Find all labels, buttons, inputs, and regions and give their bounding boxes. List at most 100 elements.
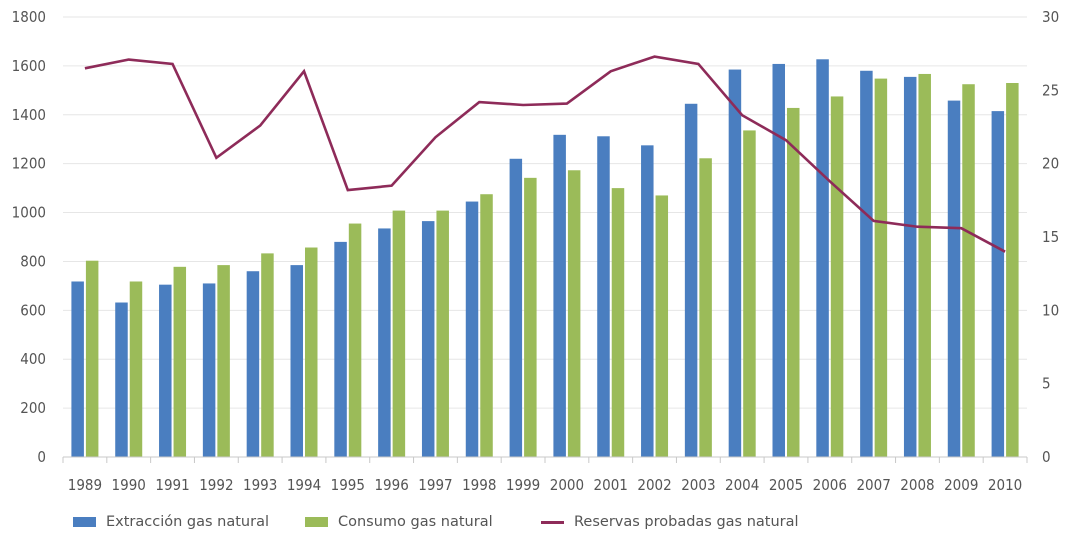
bar-extraccion: [684, 103, 698, 458]
y-left-tick-label: 0: [37, 448, 46, 466]
bar-extraccion: [378, 228, 391, 457]
x-tick-label: 1992: [199, 476, 233, 494]
bar-consumo: [524, 177, 537, 457]
bar-consumo: [918, 73, 931, 457]
x-tick-label: 1995: [331, 476, 365, 494]
y-right-tick-label: 10: [1042, 301, 1059, 319]
bar-extraccion: [159, 284, 172, 457]
x-tick-label: 1991: [155, 476, 189, 494]
bar-consumo: [830, 96, 844, 457]
x-tick-label: 1989: [68, 476, 102, 494]
x-tick-label: 1994: [287, 476, 321, 494]
bar-consumo: [874, 78, 888, 457]
x-tick-label: 1998: [462, 476, 496, 494]
y-left-tick-label: 1200: [12, 155, 46, 173]
bar-extraccion: [947, 100, 961, 457]
bar-consumo: [699, 158, 712, 458]
legend-swatch-reservas: [541, 520, 564, 524]
bar-extraccion: [115, 302, 128, 457]
bars: [71, 59, 1019, 458]
y-right-tick-label: 20: [1042, 155, 1059, 173]
x-tick-label: 2006: [813, 476, 847, 494]
legend-label-reservas: Reservas probadas gas natural: [574, 514, 799, 530]
bar-extraccion: [728, 69, 742, 458]
y-left-tick-label: 200: [20, 399, 46, 417]
bar-consumo: [85, 260, 99, 457]
legend-swatch-consumo: [305, 517, 328, 527]
x-tick-label: 2007: [856, 476, 890, 494]
y-left-tick-label: 400: [20, 350, 46, 368]
y-left-tick-label: 1400: [12, 106, 46, 124]
x-tick-label: 1993: [243, 476, 277, 494]
bar-extraccion: [334, 241, 347, 457]
x-tick-label: 2002: [637, 476, 671, 494]
legend-item-reservas: Reservas probadas gas natural: [541, 514, 799, 530]
bar-consumo: [436, 210, 449, 457]
legend-item-consumo: Consumo gas natural: [305, 514, 493, 530]
x-tick-label: 1997: [418, 476, 452, 494]
bar-extraccion: [816, 59, 829, 458]
y-left-tick-label: 1600: [12, 57, 46, 75]
y-left-tick-label: 1800: [12, 8, 46, 26]
bar-consumo: [348, 223, 362, 457]
x-tick-label: 2009: [944, 476, 978, 494]
bar-extraccion: [553, 134, 566, 458]
bar-consumo: [217, 265, 230, 457]
legend: Extracción gas natural Consumo gas natur…: [0, 514, 1080, 536]
y-right-tick-label: 0: [1042, 448, 1051, 466]
bar-extraccion: [421, 221, 435, 457]
x-tick-label: 2004: [725, 476, 759, 494]
x-tick-label: 2008: [900, 476, 934, 494]
bar-extraccion: [860, 70, 873, 458]
x-tick-label: 1996: [374, 476, 408, 494]
x-tick-label: 2001: [594, 476, 628, 494]
legend-label-consumo: Consumo gas natural: [338, 514, 493, 530]
right-axis-ticks: 0 5 10 15 20 25 30: [1042, 8, 1059, 466]
x-tick-label: 2005: [769, 476, 803, 494]
bar-consumo: [743, 130, 756, 457]
chart: 0 200 400 600 800 1000 1200 1400 1600 1800 0 5 10 15…: [12, 8, 1060, 494]
bar-extraccion: [465, 201, 479, 457]
y-left-tick-label: 1000: [12, 204, 46, 222]
y-right-tick-label: 5: [1042, 375, 1051, 393]
bar-consumo: [392, 210, 406, 457]
bar-consumo: [962, 84, 975, 457]
bar-consumo: [567, 170, 581, 457]
bar-consumo: [261, 253, 274, 457]
legend-item-extraccion: Extracción gas natural: [73, 514, 269, 530]
line-reservas: [84, 55, 1006, 253]
bar-extraccion: [903, 76, 917, 457]
bar-extraccion: [290, 265, 303, 457]
bar-consumo: [611, 188, 625, 457]
bar-extraccion: [246, 271, 260, 457]
bar-consumo: [655, 195, 669, 457]
x-tick-label: 1999: [506, 476, 540, 494]
bar-extraccion: [991, 111, 1005, 457]
y-right-tick-label: 30: [1042, 8, 1059, 26]
bar-extraccion: [772, 63, 785, 457]
legend-label-extraccion: Extracción gas natural: [106, 514, 269, 530]
bar-consumo: [129, 281, 143, 457]
bar-consumo: [787, 107, 800, 457]
x-tick-label: 2010: [988, 476, 1022, 494]
bar-consumo: [173, 266, 187, 457]
x-tick-label: 2003: [681, 476, 715, 494]
bar-consumo: [305, 247, 318, 457]
bar-extraccion: [509, 158, 523, 457]
x-tick-label: 2000: [550, 476, 584, 494]
y-right-tick-label: 15: [1042, 228, 1059, 246]
bar-extraccion: [202, 283, 216, 457]
bar-extraccion: [597, 136, 610, 458]
x-tick-label: 1990: [112, 476, 146, 494]
bar-extraccion: [71, 281, 84, 457]
legend-swatch-extraccion: [73, 517, 96, 527]
x-axis-ticks: 1989 1990 1991 1992 1993 1994 1995 1996 1997 1998…: [62, 457, 1028, 494]
y-right-tick-label: 25: [1042, 81, 1059, 99]
bar-extraccion: [641, 145, 654, 458]
y-left-tick-label: 600: [20, 301, 46, 319]
bar-consumo: [1006, 83, 1019, 457]
left-axis-ticks: 0 200 400 600 800 1000 1200 1400 1600 1800: [12, 8, 46, 466]
bar-consumo: [480, 194, 493, 457]
reserves-line: [84, 55, 1006, 253]
y-left-tick-label: 800: [20, 252, 46, 270]
